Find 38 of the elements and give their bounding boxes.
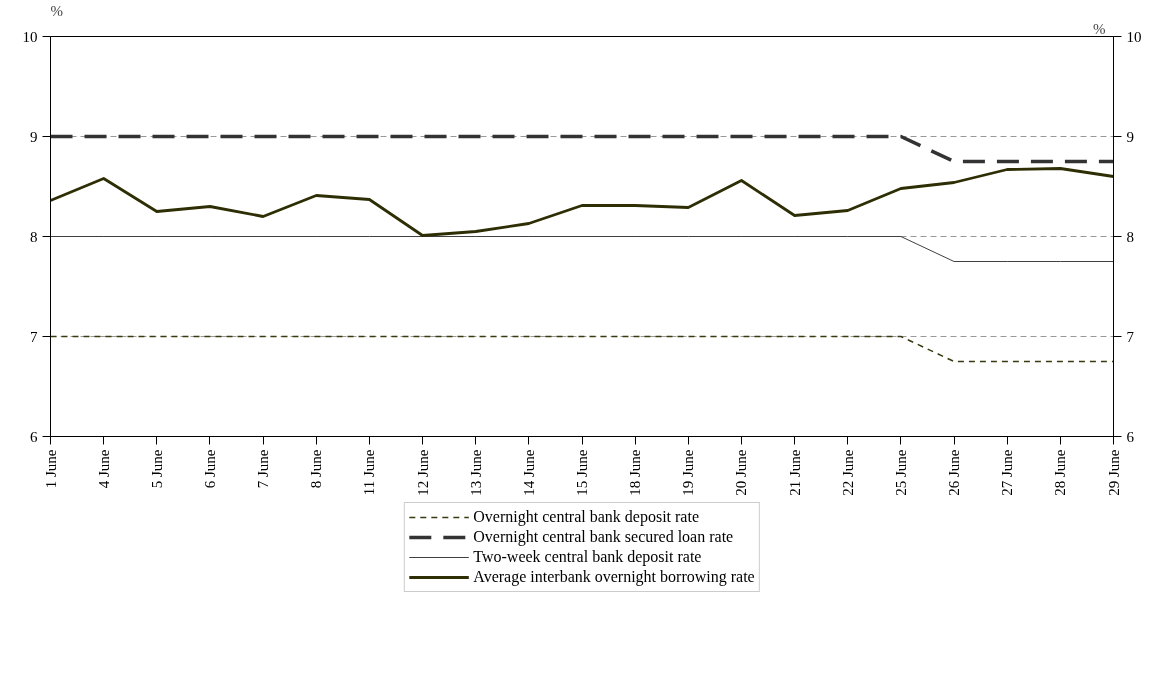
x-tick-label: 29 June bbox=[1105, 449, 1122, 496]
x-tick-label: 28 June bbox=[1052, 449, 1069, 496]
x-tick-label: 11 June bbox=[361, 449, 378, 496]
x-tick-label: 25 June bbox=[892, 449, 909, 496]
y2-tick-label: 7 bbox=[1126, 328, 1135, 345]
y2-tick-label: 6 bbox=[1126, 428, 1135, 445]
x-tick-label: 19 June bbox=[680, 449, 697, 496]
x-tick-label: 21 June bbox=[786, 449, 803, 496]
x-tick-label: 1 June bbox=[42, 449, 59, 489]
x-tick-label: 22 June bbox=[839, 449, 856, 496]
x-tick-label: 20 June bbox=[733, 449, 750, 496]
x-tick-label: 5 June bbox=[148, 449, 165, 489]
y2-tick-label: 9 bbox=[1126, 128, 1134, 145]
y-tick-label: 10 bbox=[22, 28, 38, 45]
y-tick-label: 9 bbox=[30, 128, 38, 145]
legend-label: Overnight central bank secured loan rate bbox=[473, 528, 734, 546]
x-tick-label: 27 June bbox=[999, 449, 1016, 496]
y-tick-label: 7 bbox=[30, 328, 38, 345]
x-tick-label: 6 June bbox=[201, 449, 218, 489]
x-tick-label: 4 June bbox=[95, 449, 112, 489]
x-tick-label: 14 June bbox=[520, 449, 537, 496]
x-tick-label: 18 June bbox=[627, 449, 644, 496]
y2-tick-label: 10 bbox=[1126, 28, 1142, 45]
y-tick-label: 8 bbox=[30, 228, 38, 245]
x-tick-label: 13 June bbox=[467, 449, 484, 496]
x-tick-label: 12 June bbox=[414, 449, 431, 496]
legend-label: Overnight central bank deposit rate bbox=[473, 508, 700, 526]
x-tick-label: 15 June bbox=[574, 449, 590, 496]
x-tick-label: 8 June bbox=[308, 449, 325, 489]
y2-tick-label: 8 bbox=[1126, 228, 1134, 245]
y2-axis-title: % bbox=[1093, 20, 1106, 37]
y-tick-label: 6 bbox=[30, 428, 38, 445]
legend-label: Average interbank overnight borrowing rate bbox=[473, 568, 755, 586]
x-tick-label: 7 June bbox=[255, 449, 272, 489]
x-tick-label: 26 June bbox=[946, 449, 963, 496]
legend-label: Two-week central bank deposit rate bbox=[473, 548, 702, 566]
y-axis-title: % bbox=[50, 2, 63, 19]
line-series bbox=[50, 167, 1114, 237]
